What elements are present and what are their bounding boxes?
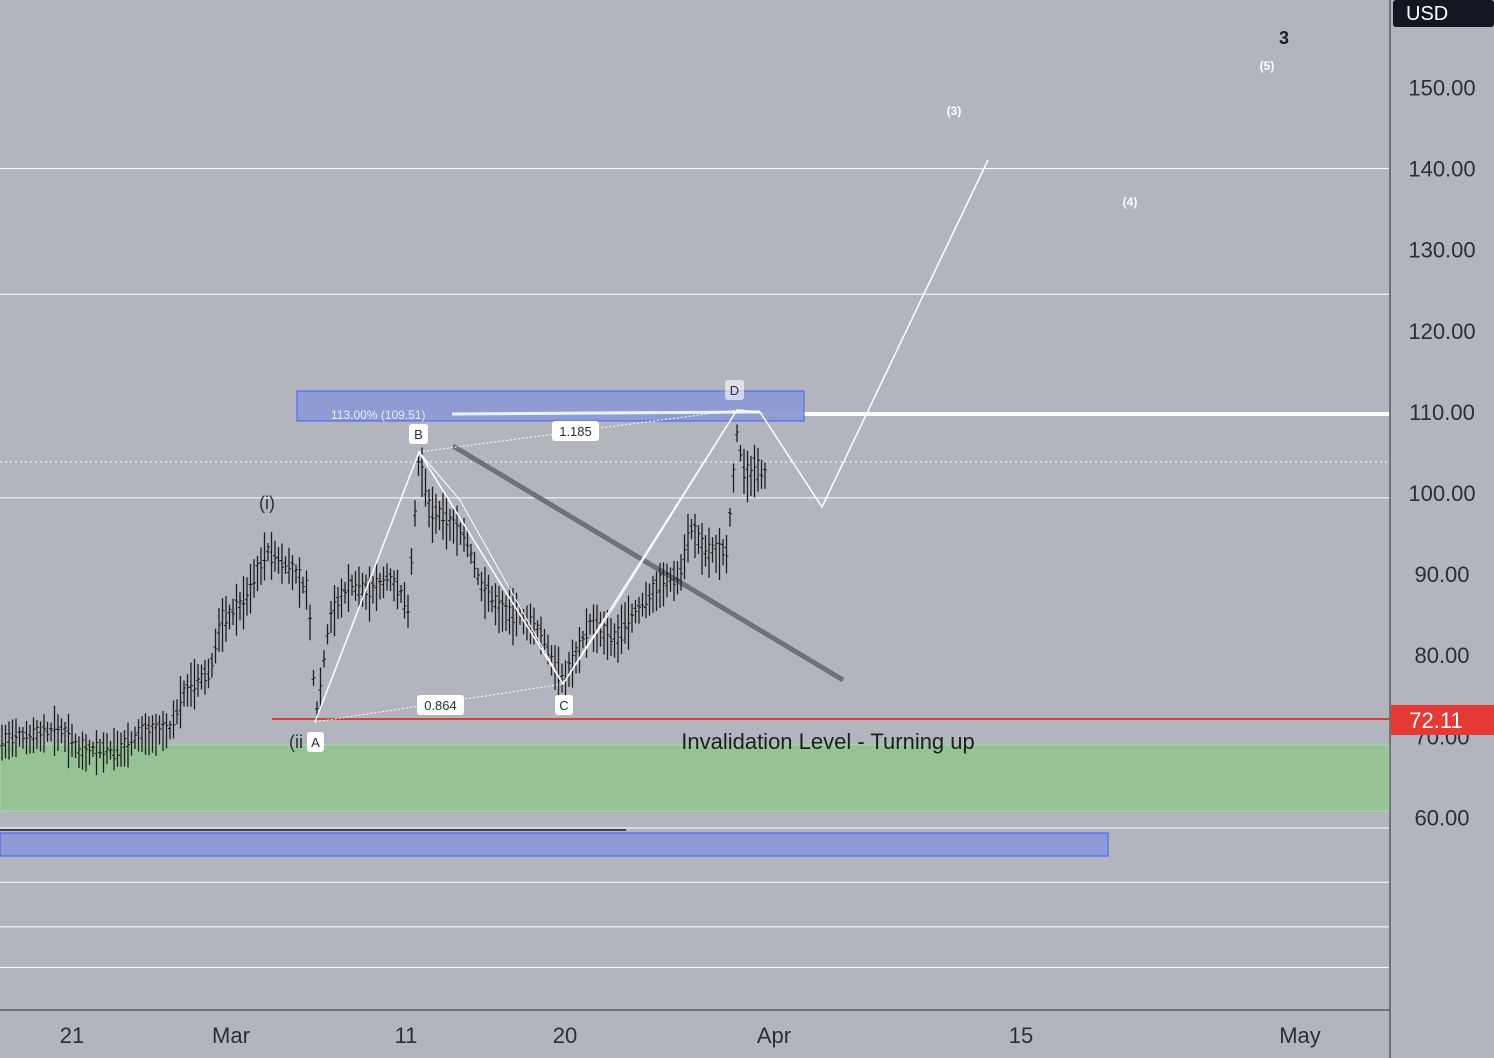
pattern-abc-outline: [418, 409, 738, 685]
ratio-bd: 1.185: [552, 421, 599, 441]
projection-path: [736, 159, 989, 509]
point-label-d[interactable]: D: [725, 380, 744, 400]
svg-text:1.185: 1.185: [559, 424, 592, 439]
support-zone: [0, 744, 1390, 812]
trendline: [451, 443, 845, 683]
svg-text:D: D: [730, 383, 739, 398]
wave-label-5: (5): [1260, 59, 1275, 73]
point-label-b[interactable]: B: [409, 424, 428, 444]
svg-text:0.864: 0.864: [424, 698, 457, 713]
svg-text:A: A: [311, 735, 320, 750]
current-price-tag[interactable]: 72.11: [1391, 705, 1494, 735]
time-tick-label: 11: [395, 1023, 418, 1048]
time-tick-label: 15: [1009, 1023, 1033, 1048]
wave-label-4: (4): [1123, 195, 1138, 209]
price-tick-label: 80.00: [1414, 643, 1469, 668]
invalidation-annotation: Invalidation Level - Turning up: [681, 729, 975, 754]
ratio-ac: 0.864: [417, 695, 464, 715]
wave-degree-label: 3: [1279, 28, 1289, 48]
time-tick-label: Apr: [757, 1023, 791, 1048]
price-tick-label: 120.00: [1408, 319, 1475, 344]
svg-text:72.11: 72.11: [1409, 708, 1462, 733]
time-tick-label: 21: [60, 1023, 84, 1048]
price-tick-label: 100.00: [1408, 481, 1475, 506]
horizontal-lines: [0, 168, 1389, 968]
wave-label-i: (i): [259, 493, 275, 513]
currency-badge[interactable]: USD: [1393, 0, 1494, 27]
price-tick-label: 150.00: [1408, 76, 1475, 101]
fib-label: 113.00% (109.51): [331, 408, 426, 422]
wave-label-ii: (ii: [289, 732, 303, 752]
point-label-a[interactable]: A: [307, 732, 324, 752]
lower-blue-box: [0, 832, 1109, 857]
pattern-legs-inner: [418, 451, 564, 685]
price-axis-ticks: 150.00 140.00 130.00 120.00 110.00 100.00 90.0…: [1408, 76, 1475, 831]
fib-line: [451, 410, 761, 416]
wave-label-3: (3): [947, 104, 962, 118]
svg-text:B: B: [414, 427, 423, 442]
price-tick-label: 90.00: [1414, 562, 1469, 587]
time-tick-label: May: [1279, 1023, 1321, 1048]
price-tick-label: 130.00: [1408, 238, 1475, 263]
svg-text:USD: USD: [1406, 3, 1448, 25]
svg-text:C: C: [559, 698, 568, 713]
price-tick-label: 140.00: [1408, 157, 1475, 182]
price-tick-label: 110.00: [1409, 400, 1475, 425]
point-label-c[interactable]: C: [555, 695, 573, 715]
time-axis-ticks: 21 Mar 11 20 Apr 15 May: [60, 1023, 1321, 1048]
time-tick-label: 20: [553, 1023, 577, 1048]
time-tick-label: Mar: [212, 1023, 250, 1048]
price-tick-label: 60.00: [1414, 805, 1469, 830]
fib-box: [296, 390, 805, 422]
candles: [0, 424, 767, 776]
